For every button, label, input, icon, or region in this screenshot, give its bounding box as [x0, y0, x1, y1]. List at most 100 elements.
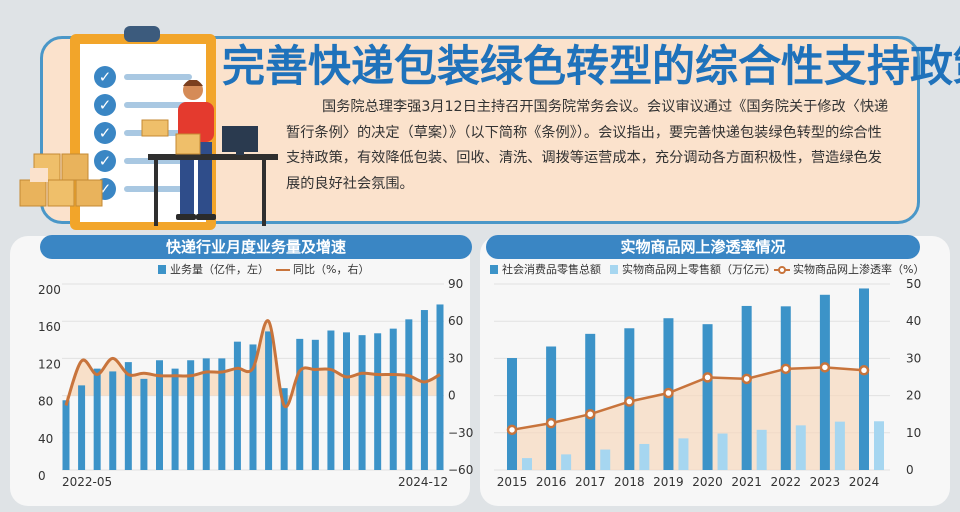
volume-bar [405, 319, 413, 470]
volume-bar [171, 368, 179, 470]
penetration-point [858, 365, 870, 376]
right-axis-ticks: 50 40 30 20 10 0 [906, 277, 921, 477]
left-tick-label: 200 [38, 283, 61, 297]
legend-swatch-online [610, 265, 618, 274]
online-retail-bar [834, 421, 845, 470]
volume-bar [109, 371, 117, 470]
penetration-area [512, 367, 864, 470]
online-retail-bar [600, 449, 611, 470]
check-icon: ✓ [94, 122, 116, 144]
retail-total-bar [780, 306, 791, 470]
retail-total-bar [702, 324, 713, 470]
volume-bar [202, 358, 210, 470]
volume-bar [218, 358, 226, 470]
online-retail-bar [795, 425, 806, 470]
left-tick-label: 80 [38, 395, 53, 409]
right-tick-label: 20 [906, 389, 921, 403]
retail-total-bar [859, 288, 869, 470]
online-retail-bar [717, 433, 728, 470]
penetration-point [819, 362, 831, 373]
intro-paragraph: 国务院总理李强3月12日主持召开国务院常务会议。会议审议通过《国务院关于修改〈快… [286, 99, 889, 192]
legend-marker-rate [778, 266, 786, 274]
right-tick-label: 30 [448, 351, 463, 365]
clipboard-clip [124, 26, 160, 42]
legend-online: 实物商品网上零售额（万亿元） [622, 262, 776, 276]
volume-bar [389, 328, 397, 470]
x-tick-label: 2020 [692, 475, 723, 489]
parcel-boxes-icon [19, 153, 103, 207]
volume-bar [265, 331, 273, 470]
volume-bar [156, 360, 163, 470]
penetration-area-fill [512, 367, 864, 470]
page-title: 完善快递包装绿色转型的综合性支持政策 [222, 42, 960, 92]
legend-retail: 社会消费品零售总额 [502, 262, 601, 276]
x-tick-label: 2022 [771, 475, 802, 489]
right-tick-label: −60 [448, 463, 473, 477]
right-axis-ticks: 90 60 30 0 −30 −60 [448, 277, 473, 477]
x-first-label: 2022-05 [62, 475, 112, 489]
penetration-point [584, 408, 596, 420]
x-tick-label: 2015 [497, 475, 528, 489]
right-tick-label: 90 [448, 277, 463, 291]
retail-total-bar [546, 346, 557, 470]
volume-bars [62, 304, 444, 470]
legend-rate: 实物商品网上渗透率（%） [793, 262, 924, 276]
legend-swatch-retail [490, 265, 498, 274]
volume-bar [62, 400, 70, 470]
x-tick-label: 2019 [653, 475, 684, 489]
x-tick-label: 2018 [614, 475, 645, 489]
x-last-label: 2024-12 [398, 475, 448, 489]
right-tick-label: 30 [906, 351, 921, 365]
volume-bar [311, 339, 319, 470]
left-tick-label: 120 [38, 357, 61, 371]
penetration-point [741, 373, 752, 385]
right-tick-label: −30 [448, 426, 473, 440]
volume-bar [280, 388, 288, 470]
penetration-point [545, 417, 557, 429]
penetration-point [624, 396, 635, 407]
check-icon: ✓ [94, 66, 116, 88]
right-tick-label: 0 [448, 389, 456, 403]
online-retail-bar [678, 438, 689, 470]
volume-bar [296, 338, 304, 470]
penetration-line-path [511, 366, 865, 432]
left-tick-label: 160 [38, 320, 61, 334]
growth-line-path [64, 319, 441, 409]
right-tick-label: 10 [906, 426, 921, 440]
x-tick-label: 2017 [575, 475, 606, 489]
online-retail-bar [874, 421, 884, 470]
volume-bar [124, 362, 132, 470]
legend-growth: 同比（%，右） [293, 262, 369, 276]
express-volume-chart: 200 160 120 80 40 0 90 60 30 0 −30 −60 2022-05 202… [38, 262, 473, 489]
legend-volume: 业务量（亿件，左） [170, 263, 269, 276]
legend: 社会消费品零售总额 实物商品网上零售额（万亿元） 实物商品网上渗透率（%） [490, 262, 924, 276]
volume-bar [233, 341, 241, 470]
check-icon: ✓ [94, 150, 116, 172]
volume-bar [358, 335, 366, 470]
volume-bar [187, 360, 195, 470]
legend-swatch-volume [158, 265, 166, 274]
courier-illustration [19, 80, 278, 226]
penetration-point [702, 372, 713, 383]
penetration-point [506, 424, 518, 436]
volume-bar [93, 368, 101, 470]
online-retail-bar [756, 429, 767, 470]
x-tick-label: 2021 [731, 475, 762, 489]
online-retail-bar [639, 443, 650, 470]
penetration-point [663, 387, 674, 399]
penetration-point [780, 363, 792, 375]
right-tick-label: 50 [906, 277, 921, 291]
right-tick-label: 0 [906, 463, 914, 477]
online-retail-bar [561, 454, 572, 470]
chart-title-left: 快递行业月度业务量及增速 [40, 235, 472, 259]
volume-bar [436, 304, 444, 470]
growth-line [64, 319, 441, 409]
penetration-line [506, 362, 870, 436]
volume-bar [374, 333, 382, 470]
volume-bar [343, 332, 350, 470]
x-tick-label: 2023 [810, 475, 841, 489]
check-line [124, 102, 192, 108]
left-axis-ticks: 200 160 120 80 40 0 [38, 283, 61, 483]
volume-bar [249, 344, 257, 470]
